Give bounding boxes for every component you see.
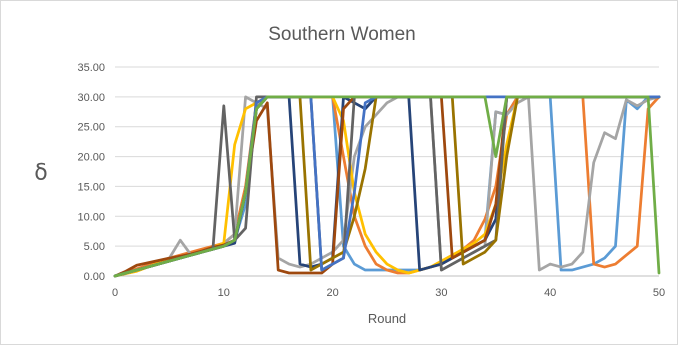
y-tick-label: 5.00 <box>84 241 105 253</box>
y-tick-label: 15.00 <box>77 181 105 193</box>
y-tick-label: 35.00 <box>77 62 105 74</box>
x-axis-ticks: 0 10 20 30 40 50 <box>112 287 665 299</box>
y-tick-label: 30.00 <box>77 92 105 104</box>
x-tick-label: 20 <box>326 287 338 299</box>
x-axis-title: Round <box>368 311 406 326</box>
y-axis-title: δ <box>34 161 47 186</box>
y-tick-label: 10.00 <box>77 211 105 223</box>
x-tick-label: 40 <box>544 287 556 299</box>
y-tick-label: 25.00 <box>77 122 105 134</box>
x-tick-label: 30 <box>435 287 447 299</box>
x-tick-label: 0 <box>112 287 118 299</box>
y-tick-label: 0.00 <box>84 271 105 283</box>
series-line-10 <box>113 95 661 278</box>
x-tick-label: 50 <box>653 287 665 299</box>
y-tick-label: 20.00 <box>77 152 105 164</box>
series-lines <box>113 95 661 278</box>
grid-lines <box>115 66 659 277</box>
chart-title: Southern Women <box>268 24 416 45</box>
y-axis-ticks: 0.00 5.00 10.00 15.00 20.00 25.00 30.00 35.00 <box>77 62 105 283</box>
x-tick-label: 10 <box>218 287 230 299</box>
